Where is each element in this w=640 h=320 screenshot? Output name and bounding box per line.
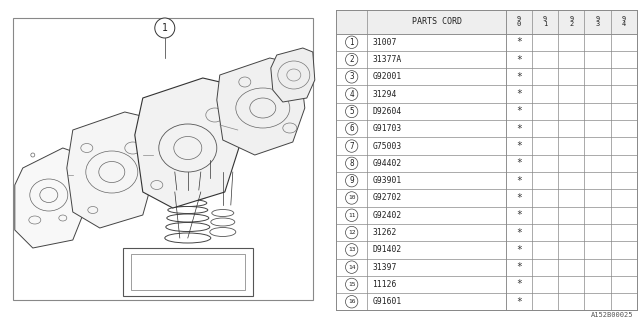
Text: G91703: G91703 bbox=[372, 124, 401, 133]
Circle shape bbox=[346, 278, 358, 291]
Text: 15: 15 bbox=[348, 282, 355, 287]
Text: 1: 1 bbox=[162, 23, 168, 33]
Text: 9
2: 9 2 bbox=[569, 16, 573, 27]
Circle shape bbox=[155, 18, 175, 38]
Text: 9
3: 9 3 bbox=[595, 16, 600, 27]
Circle shape bbox=[346, 140, 358, 152]
Circle shape bbox=[346, 296, 358, 308]
Text: 9
4: 9 4 bbox=[621, 16, 626, 27]
Text: 31377A: 31377A bbox=[372, 55, 401, 64]
Text: G92702: G92702 bbox=[372, 194, 401, 203]
Text: D91402: D91402 bbox=[372, 245, 401, 254]
Bar bbox=[123, 248, 253, 296]
Text: *: * bbox=[516, 228, 522, 237]
Circle shape bbox=[346, 261, 358, 273]
Text: 16: 16 bbox=[348, 299, 355, 304]
Text: *: * bbox=[516, 158, 522, 168]
Text: 2: 2 bbox=[349, 55, 354, 64]
Text: *: * bbox=[516, 124, 522, 134]
Text: 10: 10 bbox=[348, 196, 355, 200]
Text: 11: 11 bbox=[348, 213, 355, 218]
Text: 9: 9 bbox=[349, 176, 354, 185]
Circle shape bbox=[346, 36, 358, 48]
Text: 8: 8 bbox=[349, 159, 354, 168]
Text: G91601: G91601 bbox=[372, 297, 401, 306]
Circle shape bbox=[346, 123, 358, 135]
Text: *: * bbox=[516, 54, 522, 65]
Text: *: * bbox=[516, 176, 522, 186]
Text: 9
1: 9 1 bbox=[543, 16, 547, 27]
Text: 31007: 31007 bbox=[372, 38, 397, 47]
Text: 14: 14 bbox=[348, 265, 355, 270]
Text: D92604: D92604 bbox=[372, 107, 401, 116]
Text: 1: 1 bbox=[349, 38, 354, 47]
Text: G93901: G93901 bbox=[372, 176, 401, 185]
Bar bbox=[336, 10, 637, 34]
Text: G94402: G94402 bbox=[372, 159, 401, 168]
Text: *: * bbox=[516, 89, 522, 99]
Bar bbox=[131, 254, 245, 290]
Bar bbox=[13, 18, 313, 300]
Text: PARTS CORD: PARTS CORD bbox=[412, 17, 461, 26]
Text: *: * bbox=[516, 262, 522, 272]
Text: *: * bbox=[516, 245, 522, 255]
Circle shape bbox=[346, 192, 358, 204]
Circle shape bbox=[346, 244, 358, 256]
Text: *: * bbox=[516, 297, 522, 307]
Text: 6: 6 bbox=[349, 124, 354, 133]
Text: G92402: G92402 bbox=[372, 211, 401, 220]
Polygon shape bbox=[135, 78, 240, 208]
Polygon shape bbox=[15, 148, 87, 248]
Circle shape bbox=[346, 174, 358, 187]
Circle shape bbox=[346, 71, 358, 83]
Circle shape bbox=[346, 105, 358, 118]
Text: *: * bbox=[516, 279, 522, 290]
Polygon shape bbox=[271, 48, 315, 102]
Text: *: * bbox=[516, 37, 522, 47]
Text: 31294: 31294 bbox=[372, 90, 397, 99]
Text: 11126: 11126 bbox=[372, 280, 397, 289]
Polygon shape bbox=[67, 112, 155, 228]
Text: A152B00025: A152B00025 bbox=[591, 312, 634, 318]
Text: *: * bbox=[516, 210, 522, 220]
Text: *: * bbox=[516, 193, 522, 203]
Text: 12: 12 bbox=[348, 230, 355, 235]
Circle shape bbox=[346, 53, 358, 66]
Text: 9
0: 9 0 bbox=[517, 16, 521, 27]
Text: 31262: 31262 bbox=[372, 228, 397, 237]
Text: *: * bbox=[516, 141, 522, 151]
Text: *: * bbox=[516, 72, 522, 82]
Text: G75003: G75003 bbox=[372, 141, 401, 150]
Text: 3: 3 bbox=[349, 72, 354, 81]
Text: 7: 7 bbox=[349, 141, 354, 150]
Text: 4: 4 bbox=[349, 90, 354, 99]
Circle shape bbox=[346, 209, 358, 221]
Text: 31397: 31397 bbox=[372, 263, 397, 272]
Text: 13: 13 bbox=[348, 247, 355, 252]
Circle shape bbox=[346, 157, 358, 170]
Polygon shape bbox=[217, 58, 305, 155]
Text: 5: 5 bbox=[349, 107, 354, 116]
Text: *: * bbox=[516, 107, 522, 116]
Circle shape bbox=[346, 226, 358, 239]
Text: G92001: G92001 bbox=[372, 72, 401, 81]
Circle shape bbox=[346, 88, 358, 100]
